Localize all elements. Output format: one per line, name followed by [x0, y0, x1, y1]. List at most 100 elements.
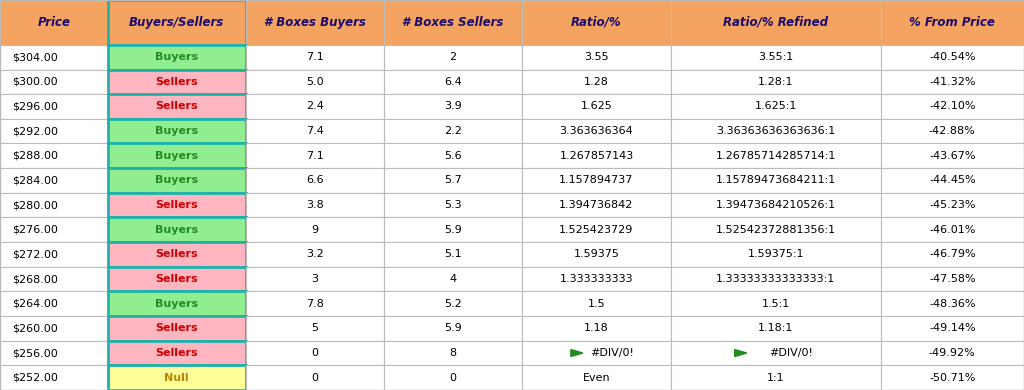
Bar [246, 193, 384, 217]
Text: 1.18: 1.18 [584, 323, 609, 333]
Bar [881, 193, 1024, 217]
Text: Buyers: Buyers [155, 299, 199, 309]
Bar [246, 316, 384, 341]
Bar [108, 144, 246, 168]
Text: 3.363636364: 3.363636364 [559, 126, 634, 136]
Text: Buyers: Buyers [155, 52, 199, 62]
Text: Sellers: Sellers [156, 250, 198, 259]
Bar [522, 217, 671, 242]
Text: $268.00: $268.00 [12, 274, 58, 284]
Bar [671, 365, 881, 390]
Bar [108, 267, 246, 291]
Text: Sellers: Sellers [156, 101, 198, 112]
Bar [671, 168, 881, 193]
Text: 3.36363636363636:1: 3.36363636363636:1 [716, 126, 836, 136]
Bar [522, 144, 671, 168]
Bar [671, 119, 881, 144]
Bar [108, 217, 246, 242]
Bar [246, 94, 384, 119]
Bar [384, 365, 522, 390]
Bar [108, 193, 246, 217]
Text: Ratio/% Refined: Ratio/% Refined [723, 16, 828, 29]
Bar [384, 168, 522, 193]
Bar [671, 217, 881, 242]
Text: 1.59375: 1.59375 [573, 250, 620, 259]
Bar [671, 341, 881, 365]
Text: 1.18:1: 1.18:1 [758, 323, 794, 333]
Bar [246, 45, 384, 69]
Bar [522, 267, 671, 291]
Bar [0, 217, 108, 242]
Text: -49.14%: -49.14% [929, 323, 976, 333]
Bar [108, 119, 246, 144]
Text: # Boxes Buyers: # Boxes Buyers [264, 16, 366, 29]
Bar [0, 316, 108, 341]
Text: 1.28:1: 1.28:1 [758, 77, 794, 87]
Bar [671, 267, 881, 291]
Text: 1.33333333333333:1: 1.33333333333333:1 [716, 274, 836, 284]
Text: 1.625:1: 1.625:1 [755, 101, 797, 112]
Bar [246, 168, 384, 193]
Text: -43.67%: -43.67% [929, 151, 976, 161]
Bar [0, 144, 108, 168]
Text: % From Price: % From Price [909, 16, 995, 29]
Text: 1.394736842: 1.394736842 [559, 200, 634, 210]
Bar [0, 365, 108, 390]
Text: 1.525423729: 1.525423729 [559, 225, 634, 235]
Bar [384, 144, 522, 168]
Bar [246, 267, 384, 291]
Bar [108, 291, 246, 316]
Bar [671, 45, 881, 69]
Text: -45.23%: -45.23% [929, 200, 976, 210]
Text: -42.88%: -42.88% [929, 126, 976, 136]
Bar [522, 316, 671, 341]
Text: 7.1: 7.1 [306, 151, 324, 161]
Bar [671, 316, 881, 341]
Text: 4: 4 [450, 274, 457, 284]
Bar [671, 291, 881, 316]
Bar [246, 242, 384, 267]
Polygon shape [735, 349, 746, 356]
Text: $256.00: $256.00 [12, 348, 58, 358]
Bar [522, 69, 671, 94]
Bar [384, 94, 522, 119]
Bar [881, 365, 1024, 390]
Bar [881, 217, 1024, 242]
Bar [881, 341, 1024, 365]
Bar [108, 316, 246, 341]
Bar [671, 69, 881, 94]
Text: 3.55:1: 3.55:1 [758, 52, 794, 62]
Bar [246, 365, 384, 390]
Bar [384, 267, 522, 291]
Text: -42.10%: -42.10% [929, 101, 976, 112]
Bar [0, 69, 108, 94]
Bar [0, 94, 108, 119]
Text: 5.9: 5.9 [444, 323, 462, 333]
Bar [108, 94, 246, 119]
Text: Null: Null [164, 373, 189, 383]
Text: 7.8: 7.8 [306, 299, 324, 309]
Text: $288.00: $288.00 [12, 151, 58, 161]
Bar [0, 45, 108, 69]
Text: $276.00: $276.00 [12, 225, 58, 235]
Bar [246, 291, 384, 316]
Bar [671, 242, 881, 267]
Bar [384, 69, 522, 94]
Text: 3.2: 3.2 [306, 250, 324, 259]
Text: 1.625: 1.625 [581, 101, 612, 112]
Text: Sellers: Sellers [156, 348, 198, 358]
Bar [522, 291, 671, 316]
Bar [881, 144, 1024, 168]
Bar [108, 365, 246, 390]
Text: $272.00: $272.00 [12, 250, 58, 259]
Bar [881, 291, 1024, 316]
Text: #DIV/0!: #DIV/0! [590, 348, 634, 358]
Text: 1.267857143: 1.267857143 [559, 151, 634, 161]
Bar [881, 119, 1024, 144]
Text: 1.26785714285714:1: 1.26785714285714:1 [716, 151, 836, 161]
Bar [384, 291, 522, 316]
Text: 5.9: 5.9 [444, 225, 462, 235]
Bar [522, 242, 671, 267]
Bar [108, 0, 246, 45]
Bar [881, 0, 1024, 45]
